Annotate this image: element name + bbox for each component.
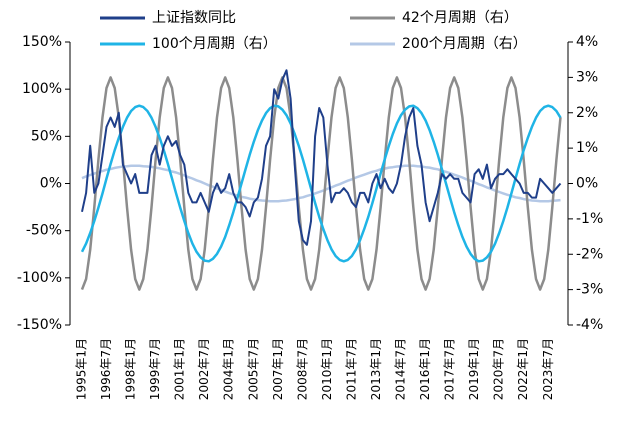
- x-tick-label: 2017年7月: [443, 338, 457, 400]
- x-tick-label: 2007年1月: [271, 338, 285, 400]
- x-tick-label: 2014年7月: [394, 338, 408, 400]
- x-tick-label: 2020年7月: [492, 338, 506, 400]
- x-tick-label: 2002年7月: [197, 338, 211, 400]
- y-tick-label: -100%: [17, 270, 62, 286]
- x-tick-label: 2008年7月: [295, 338, 309, 400]
- x-tick-label: 1999年7月: [148, 338, 162, 400]
- x-tick-label: 2004年1月: [222, 338, 236, 400]
- series-line: [80, 104, 562, 263]
- y2-tick-label: -4%: [576, 317, 603, 333]
- legend-label: 100个月周期（右）: [152, 36, 277, 52]
- x-tick-label: 2019年1月: [467, 338, 481, 400]
- legend-label: 42个月周期（右）: [402, 10, 518, 26]
- legend-label: 上证指数同比: [152, 10, 236, 26]
- series-line: [80, 76, 562, 291]
- x-tick-label: 2023年7月: [541, 338, 555, 400]
- y2-tick-label: 1%: [576, 140, 598, 156]
- series-line: [81, 69, 562, 246]
- x-tick-label: 2005年7月: [246, 338, 260, 400]
- x-tick-label: 2001年1月: [173, 338, 187, 400]
- x-tick-label: 2011年7月: [344, 338, 358, 400]
- y-tick-label: 150%: [22, 34, 62, 50]
- y-tick-label: 0%: [40, 176, 62, 192]
- x-tick-label: 1996年7月: [99, 338, 113, 400]
- x-tick-label: 1995年1月: [75, 338, 89, 400]
- y-tick-label: -150%: [17, 317, 62, 333]
- x-tick-label: 2016年1月: [418, 338, 432, 400]
- y2-tick-label: -2%: [576, 246, 603, 262]
- y2-tick-label: -1%: [576, 211, 603, 227]
- series-line: [81, 164, 561, 203]
- y2-tick-label: -3%: [576, 282, 603, 298]
- y-tick-label: -50%: [26, 223, 62, 239]
- y2-tick-label: 4%: [576, 34, 598, 50]
- x-tick-label: 2010年1月: [320, 338, 334, 400]
- y-tick-label: 100%: [22, 81, 62, 97]
- x-tick-label: 2013年1月: [369, 338, 383, 400]
- y2-tick-label: 3%: [576, 69, 598, 85]
- x-tick-label: 2022年1月: [516, 338, 530, 400]
- legend-label: 200个月周期（右）: [402, 36, 527, 52]
- y2-tick-label: 0%: [576, 176, 598, 192]
- x-tick-label: 1998年1月: [124, 338, 138, 400]
- y-tick-label: 50%: [31, 128, 62, 144]
- y2-tick-label: 2%: [576, 105, 598, 121]
